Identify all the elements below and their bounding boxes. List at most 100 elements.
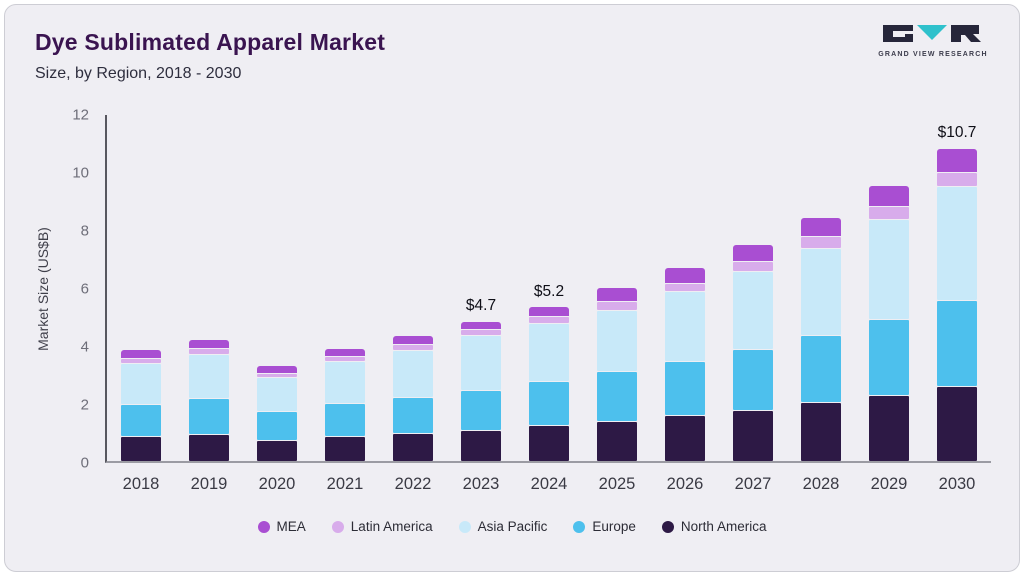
segment-asia-pacific <box>869 219 909 320</box>
bar-stack-2026 <box>665 115 705 461</box>
bar-column-2027: 2027 <box>719 115 787 493</box>
x-tick-2022: 2022 <box>394 475 432 493</box>
chart-card: Dye Sublimated Apparel Market Size, by R… <box>4 4 1020 572</box>
bar-stack-2024 <box>529 115 569 461</box>
bar-stack-2020 <box>257 115 297 461</box>
segment-asia-pacific <box>665 291 705 361</box>
segment-latin-america <box>597 302 637 310</box>
legend-item-asia-pacific: Asia Pacific <box>458 519 548 534</box>
legend-item-europe: Europe <box>573 519 636 534</box>
y-tick-6: 6 <box>80 280 89 298</box>
bar-column-2030: $10.7 2030 <box>923 115 991 493</box>
page-subtitle: Size, by Region, 2018 - 2030 <box>35 65 242 82</box>
legend-item-mea: MEA <box>257 519 306 534</box>
segment-europe <box>461 390 501 430</box>
segment-mea <box>325 348 365 357</box>
chart-legend: MEA Latin America Asia Pacific Europe North … <box>5 519 1019 534</box>
y-tick-10: 10 <box>72 164 89 182</box>
segment-north-america <box>325 436 365 461</box>
segment-europe <box>189 399 229 435</box>
segment-europe <box>937 301 977 387</box>
bar-stack-2027 <box>733 115 773 461</box>
x-tick-2021: 2021 <box>326 475 364 493</box>
bar-column-2026: 2026 <box>651 115 719 493</box>
bar-stack-2025 <box>597 115 637 461</box>
bar-column-2028: 2028 <box>787 115 855 493</box>
segment-asia-pacific <box>189 355 229 399</box>
x-tick-2028: 2028 <box>802 475 840 493</box>
x-tick-2030: 2030 <box>938 475 976 493</box>
value-label-2030: $10.7 <box>937 124 977 142</box>
bar-column-2024: $5.2 2024 <box>515 115 583 493</box>
segment-europe <box>597 372 637 422</box>
logo-text: GRAND VIEW RESEARCH <box>878 51 988 58</box>
y-tick-4: 4 <box>80 338 89 356</box>
x-tick-2019: 2019 <box>190 475 228 493</box>
segment-north-america <box>597 422 637 461</box>
bar-stack-2022 <box>393 115 433 461</box>
segment-asia-pacific <box>733 271 773 350</box>
segment-europe <box>869 320 909 396</box>
segment-mea <box>461 321 501 330</box>
segment-latin-america <box>665 283 705 291</box>
y-tick-0: 0 <box>80 454 89 472</box>
bar-stack-2019 <box>189 115 229 461</box>
y-tick-12: 12 <box>72 106 89 124</box>
legend-marker-icon <box>573 520 586 533</box>
segment-europe <box>325 403 365 436</box>
legend-label: MEA <box>276 519 306 534</box>
bar-stack-2029 <box>869 115 909 461</box>
segment-north-america <box>869 396 909 461</box>
y-tick-8: 8 <box>80 222 89 240</box>
segment-north-america <box>461 430 501 461</box>
bar-stack-2028 <box>801 115 841 461</box>
legend-label: Europe <box>592 519 636 534</box>
plot-area: 2018 2019 2020 2021 2022 $4.7 2023 $5.2 2024 2025… <box>105 115 991 493</box>
segment-latin-america <box>937 172 977 186</box>
legend-label: Asia Pacific <box>477 519 548 534</box>
x-tick-2025: 2025 <box>598 475 636 493</box>
bar-column-2023: $4.7 2023 <box>447 115 515 493</box>
segment-mea <box>665 268 705 283</box>
logo-mark-icon <box>883 25 981 42</box>
x-tick-2026: 2026 <box>666 475 704 493</box>
y-tick-2: 2 <box>80 396 89 414</box>
segment-mea <box>733 245 773 261</box>
segment-north-america <box>189 435 229 461</box>
segment-mea <box>121 350 161 358</box>
segment-asia-pacific <box>597 310 637 372</box>
segment-north-america <box>257 440 297 461</box>
segment-latin-america <box>733 261 773 271</box>
segment-europe <box>393 398 433 433</box>
y-axis-ticks: 0 2 4 6 8 10 12 <box>45 107 95 472</box>
segment-asia-pacific <box>257 378 297 412</box>
segment-latin-america <box>869 207 909 219</box>
segment-latin-america <box>189 349 229 355</box>
bar-stack-2018 <box>121 115 161 461</box>
bar-stack-2030 <box>937 115 977 461</box>
bar-column-2018: 2018 <box>107 115 175 493</box>
bar-stack-2021 <box>325 115 365 461</box>
grand-view-research-logo: GRAND VIEW RESEARCH <box>877 23 989 58</box>
segment-europe <box>801 336 841 403</box>
bar-column-2020: 2020 <box>243 115 311 493</box>
legend-item-latin-america: Latin America <box>331 519 433 534</box>
segment-europe <box>733 350 773 410</box>
legend-marker-icon <box>331 520 344 533</box>
legend-marker-icon <box>458 520 471 533</box>
segment-mea <box>869 186 909 207</box>
segment-mea <box>597 288 637 302</box>
segment-latin-america <box>121 358 161 363</box>
segment-europe <box>529 382 569 426</box>
segment-north-america <box>529 426 569 461</box>
segment-latin-america <box>325 357 365 362</box>
segment-europe <box>665 361 705 416</box>
bar-column-2025: 2025 <box>583 115 651 493</box>
x-tick-2029: 2029 <box>870 475 908 493</box>
segment-north-america <box>393 433 433 461</box>
segment-mea <box>529 307 569 316</box>
segment-north-america <box>801 403 841 461</box>
segment-asia-pacific <box>393 350 433 398</box>
segment-asia-pacific <box>121 363 161 405</box>
legend-marker-icon <box>661 520 674 533</box>
